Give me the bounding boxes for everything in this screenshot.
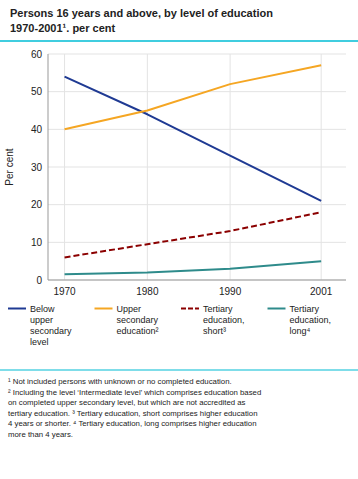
legend-label: Tertiaryeducation,short³	[203, 304, 245, 336]
x-tick-label: 2001	[310, 286, 333, 297]
legend-swatch	[8, 308, 26, 310]
grid	[48, 54, 346, 280]
grid-line	[48, 54, 346, 55]
grid-line	[48, 129, 346, 130]
y-axis-label: Per cent	[4, 148, 15, 185]
y-tick-label: 10	[31, 237, 43, 248]
y-tick-label: 0	[36, 275, 42, 286]
legend-label: Tertiaryeducation,long⁴	[290, 304, 332, 336]
x-tick-label: 1990	[219, 286, 242, 297]
y-tick-label: 50	[31, 86, 43, 97]
legend-label: Belowuppersecondarylevel	[30, 304, 72, 347]
y-tick-label: 40	[31, 124, 43, 135]
grid-line	[48, 91, 346, 92]
grid-line	[147, 54, 148, 280]
series-group	[65, 65, 322, 274]
legend: Belowuppersecondarylevel Uppersecondaryed…	[8, 304, 331, 347]
legend-label: Uppersecondaryeducation²	[117, 304, 159, 336]
subtitle: 1970-2001¹. per cent	[10, 22, 116, 34]
grid-line	[230, 54, 231, 280]
series-line	[65, 261, 322, 274]
series-line	[65, 212, 322, 257]
grid-line	[48, 280, 346, 281]
separator	[0, 369, 358, 370]
grid-line	[64, 54, 65, 280]
grid-line	[321, 54, 322, 280]
footnote: ¹ Not included persons with unknown or n…	[8, 377, 261, 439]
grid-line	[48, 242, 346, 243]
separator	[0, 40, 358, 42]
y-tick-label: 30	[31, 162, 43, 173]
grid-line	[48, 204, 346, 205]
y-tick-label: 20	[31, 199, 43, 210]
legend-swatch	[95, 308, 113, 310]
y-tick-label: 60	[31, 49, 43, 60]
x-tick-label: 1980	[136, 286, 159, 297]
grid-line	[48, 167, 346, 168]
title: Persons 16 years and above, by level of …	[10, 7, 273, 19]
x-tick-label: 1970	[53, 286, 76, 297]
series-line	[65, 65, 322, 129]
legend-swatch	[268, 308, 286, 310]
legend-swatch	[181, 308, 199, 310]
x-axis	[48, 280, 346, 281]
chart: Persons 16 years and above, by level of …	[0, 0, 358, 479]
y-axis	[48, 54, 49, 280]
